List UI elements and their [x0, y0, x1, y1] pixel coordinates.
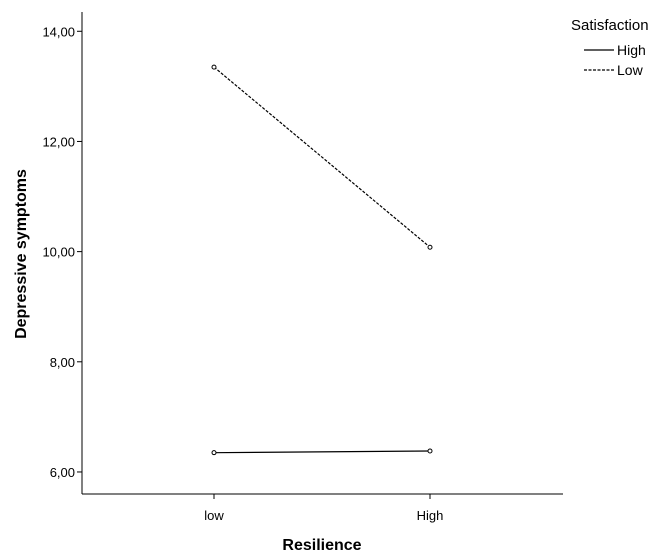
x-ticks: low High	[204, 494, 443, 523]
y-tick-label: 6,00	[50, 465, 75, 480]
x-axis-title: Resilience	[282, 537, 361, 554]
y-tick-label: 12,00	[42, 134, 75, 149]
legend-label-high: High	[617, 42, 646, 58]
y-tick-label: 10,00	[42, 245, 75, 260]
data-point-high	[427, 448, 433, 454]
series-layer	[211, 64, 433, 456]
legend-title: Satisfaction	[571, 17, 649, 34]
x-tick-label: High	[417, 508, 444, 523]
y-tick-label: 8,00	[50, 355, 75, 370]
y-tick-label: 14,00	[42, 24, 75, 39]
legend-items: High Low	[584, 42, 646, 78]
series-line-high	[213, 450, 431, 454]
series-line-low	[213, 66, 431, 248]
legend-label-low: Low	[617, 62, 644, 78]
y-axis-title: Depressive symptoms	[13, 169, 30, 339]
axes	[81, 12, 563, 495]
x-tick-label: low	[204, 508, 224, 523]
legend: Satisfaction High Low	[571, 17, 649, 78]
data-point-high	[211, 450, 217, 456]
data-point-low	[211, 64, 217, 70]
y-ticks: 6,00 8,00 10,00 12,00 14,00	[42, 24, 82, 480]
data-point-low	[427, 244, 433, 250]
